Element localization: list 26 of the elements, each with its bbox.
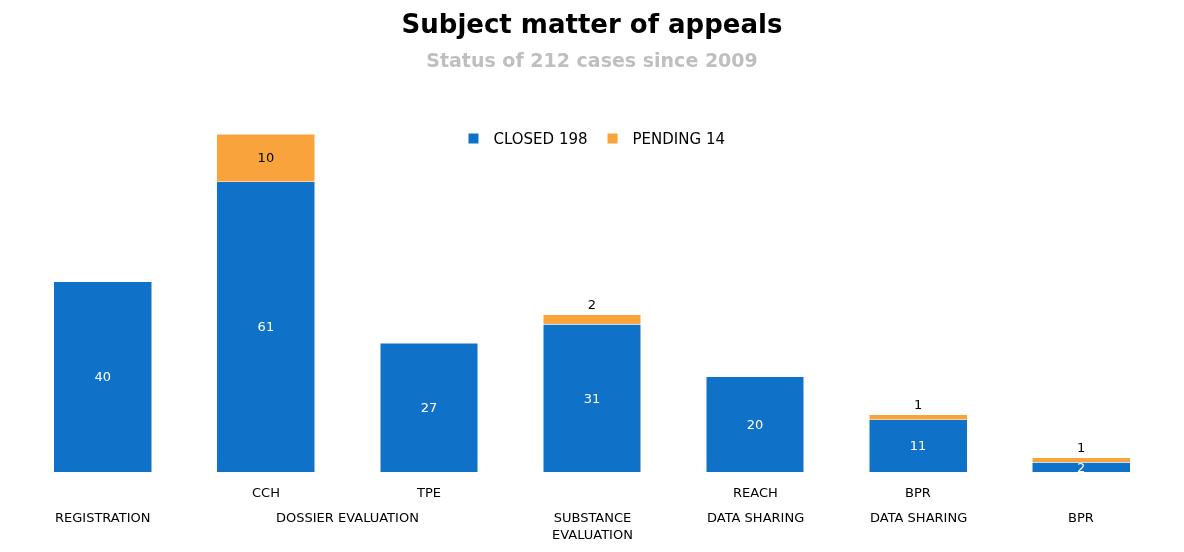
x-tick-label: CCH bbox=[252, 485, 280, 500]
x-tick-label: REGISTRATION bbox=[55, 510, 151, 525]
data-label: 2 bbox=[587, 296, 597, 312]
chart-subtitle: Status of 212 cases since 2009 bbox=[426, 48, 758, 71]
x-tick-label: REACH DATA SHARING bbox=[707, 485, 805, 525]
bar bbox=[379, 343, 479, 472]
x-tick-label: SUBSTANCE EVALUATION bbox=[552, 510, 633, 542]
data-label: 31 bbox=[583, 390, 601, 406]
bar bbox=[53, 281, 152, 472]
data-label: 1 bbox=[913, 396, 923, 412]
data-label: 40 bbox=[94, 369, 112, 385]
data-label: 2 bbox=[1077, 459, 1086, 475]
legend-label: PENDING 14 bbox=[632, 130, 725, 149]
x-tick-label: TPE bbox=[416, 485, 441, 500]
text: DOSSIER EVALUATION bbox=[276, 510, 419, 525]
data-label: 1 bbox=[1077, 439, 1086, 455]
data-label: 27 bbox=[420, 400, 438, 416]
chart-title: Subject matter of appeals bbox=[401, 9, 783, 40]
data-label: 20 bbox=[746, 416, 764, 432]
x-tick-label: BPR bbox=[1068, 510, 1094, 525]
legend-label: CLOSED 198 bbox=[493, 130, 588, 149]
data-label: 10 bbox=[257, 150, 275, 166]
data-label: 11 bbox=[909, 438, 927, 454]
data-label: 61 bbox=[257, 319, 275, 335]
x-tick-label: BPR DATA SHARING bbox=[870, 485, 968, 525]
bar bbox=[705, 376, 805, 472]
